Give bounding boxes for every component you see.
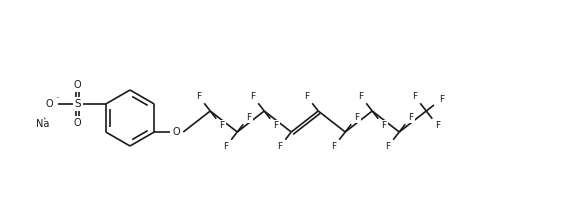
Text: ⁻: ⁻ — [56, 96, 60, 102]
Text: F: F — [196, 92, 201, 101]
Text: F: F — [439, 95, 444, 104]
Text: O: O — [74, 80, 82, 90]
Text: F: F — [277, 143, 282, 152]
Text: O: O — [46, 99, 53, 109]
Text: F: F — [304, 92, 309, 101]
Text: O: O — [172, 127, 180, 137]
Text: F: F — [223, 143, 228, 152]
Text: F: F — [219, 122, 225, 131]
Text: Na: Na — [36, 119, 49, 129]
Text: F: F — [331, 143, 336, 152]
Text: O: O — [74, 118, 82, 128]
Text: F: F — [412, 92, 417, 101]
Text: S: S — [74, 99, 81, 109]
Text: F: F — [382, 122, 387, 131]
Text: F: F — [354, 112, 359, 122]
Text: ⁺: ⁺ — [43, 118, 46, 124]
Text: F: F — [273, 122, 278, 131]
Text: F: F — [435, 122, 441, 131]
Text: F: F — [408, 112, 413, 122]
Text: F: F — [385, 143, 390, 152]
Text: F: F — [358, 92, 363, 101]
Text: F: F — [246, 112, 252, 122]
Text: F: F — [250, 92, 255, 101]
